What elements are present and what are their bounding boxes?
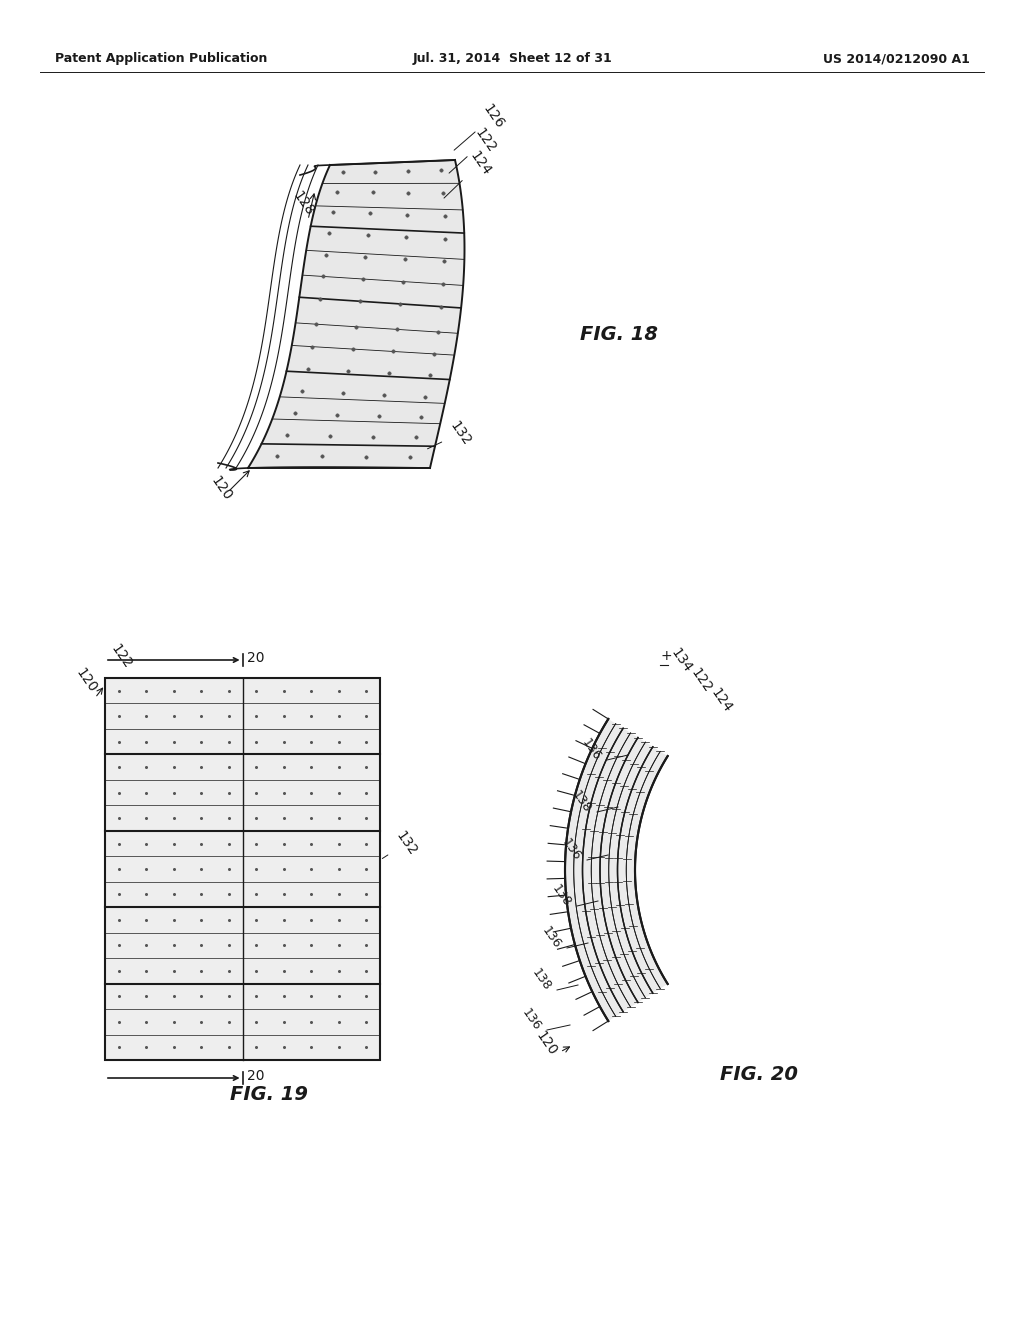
Text: 136: 136 [519,1006,543,1034]
Text: 136: 136 [579,737,603,763]
Text: 134: 134 [668,645,694,675]
Text: 120: 120 [534,1028,559,1059]
Text: 124: 124 [444,148,494,198]
Text: Jul. 31, 2014  Sheet 12 of 31: Jul. 31, 2014 Sheet 12 of 31 [412,51,612,65]
Text: 132: 132 [382,829,420,858]
Text: 136: 136 [559,836,583,863]
Bar [105,678,380,1060]
Text: 122: 122 [688,665,715,696]
Text: 124: 124 [708,685,734,715]
Polygon shape [248,160,465,469]
Text: Patent Application Publication: Patent Application Publication [55,51,267,65]
Text: 120: 120 [208,474,234,503]
Bar [105,678,380,1060]
Text: 132: 132 [427,418,473,449]
Text: +: + [660,649,672,663]
Text: FIG. 19: FIG. 19 [230,1085,308,1104]
Text: 20: 20 [248,651,265,665]
Text: 136: 136 [539,924,563,950]
Text: 138: 138 [528,966,553,993]
Text: 138: 138 [568,788,593,814]
Text: US 2014/0212090 A1: US 2014/0212090 A1 [823,51,970,65]
Text: 122: 122 [108,642,134,671]
Text: FIG. 20: FIG. 20 [720,1065,798,1084]
Text: 120: 120 [73,665,99,696]
Polygon shape [565,719,668,1022]
Text: 126: 126 [454,102,507,150]
Text: 128: 128 [290,189,316,218]
Text: FIG. 18: FIG. 18 [580,325,658,345]
Text: 122: 122 [450,125,499,173]
Text: 138: 138 [549,882,573,909]
Text: 20: 20 [248,1069,265,1082]
